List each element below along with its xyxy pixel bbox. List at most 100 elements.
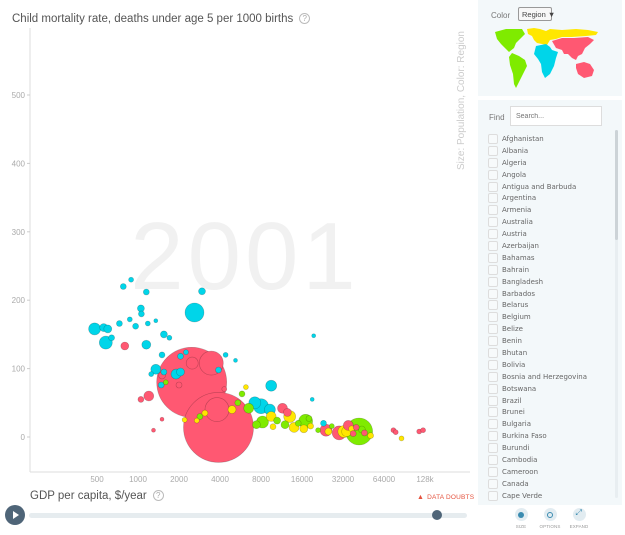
bubble-europe[interactable]: [269, 423, 277, 431]
color-select[interactable]: Region ▼: [518, 7, 555, 21]
expand-button[interactable]: ⤢ EXPAND: [564, 508, 594, 529]
bubble-asia[interactable]: [159, 416, 165, 422]
country-list-item[interactable]: Australia: [488, 216, 612, 228]
country-checkbox[interactable]: [488, 419, 498, 430]
country-checkbox[interactable]: [488, 169, 498, 180]
country-checkbox[interactable]: [488, 145, 498, 156]
bubble-africa[interactable]: [265, 379, 278, 392]
country-list-item[interactable]: Bhutan: [488, 347, 612, 359]
country-list-item[interactable]: Armenia: [488, 204, 612, 216]
country-list-item[interactable]: Cambodia: [488, 454, 612, 466]
bubble-asia[interactable]: [137, 396, 145, 403]
country-list-item[interactable]: Barbados: [488, 288, 612, 300]
bubble-asia[interactable]: [120, 341, 130, 351]
country-list-item[interactable]: Burundi: [488, 442, 612, 454]
data-doubts-link[interactable]: ▲ DATA DOUBTS: [417, 494, 474, 501]
bubble-africa[interactable]: [184, 302, 205, 323]
bubble-americas[interactable]: [315, 427, 321, 434]
search-input[interactable]: [510, 106, 602, 126]
bubble-africa[interactable]: [143, 288, 150, 296]
bubble-africa[interactable]: [320, 419, 327, 427]
country-list-item[interactable]: Cameroon: [488, 466, 612, 478]
country-list-item[interactable]: Burkina Faso: [488, 430, 612, 442]
country-list-item[interactable]: Bolivia: [488, 359, 612, 371]
map-region-americas[interactable]: [495, 29, 527, 88]
y-axis-title[interactable]: Child mortality rate, deaths under age 5…: [12, 13, 311, 25]
bubble-americas[interactable]: [196, 413, 204, 420]
bubble-africa[interactable]: [166, 334, 173, 341]
country-checkbox[interactable]: [488, 336, 498, 347]
bubble-africa[interactable]: [145, 320, 151, 327]
bubble-europe[interactable]: [324, 427, 333, 436]
country-list-item[interactable]: Brunei: [488, 406, 612, 418]
bubble-asia[interactable]: [349, 430, 357, 437]
bubble-europe[interactable]: [307, 422, 314, 430]
list-scrollbar[interactable]: [615, 130, 618, 240]
bubble-africa[interactable]: [88, 322, 101, 336]
bubble-americas[interactable]: [234, 399, 242, 407]
country-checkbox[interactable]: [488, 312, 498, 323]
bubble-africa[interactable]: [233, 358, 238, 363]
bubble-asia[interactable]: [204, 397, 230, 422]
bubble-asia[interactable]: [283, 408, 292, 417]
bubble-africa[interactable]: [138, 310, 145, 318]
country-list-item[interactable]: Benin: [488, 335, 612, 347]
bubble-africa[interactable]: [120, 283, 127, 290]
country-list-item[interactable]: Cape Verde: [488, 490, 612, 501]
country-list-item[interactable]: Brazil: [488, 395, 612, 407]
bubble-europe[interactable]: [265, 411, 277, 422]
country-checkbox[interactable]: [488, 133, 498, 144]
bubble-asia[interactable]: [392, 429, 399, 436]
timeline-handle[interactable]: [432, 510, 442, 520]
bubble-africa[interactable]: [141, 339, 152, 350]
country-list-item[interactable]: Austria: [488, 228, 612, 240]
bubble-africa[interactable]: [309, 397, 315, 402]
bubble-americas[interactable]: [305, 415, 313, 422]
bubble-africa[interactable]: [215, 366, 222, 374]
bubble-europe[interactable]: [299, 424, 309, 434]
bubble-africa[interactable]: [150, 363, 162, 375]
bubble-europe[interactable]: [181, 417, 188, 423]
bubble-asia[interactable]: [185, 356, 199, 370]
country-list-item[interactable]: Bulgaria: [488, 418, 612, 430]
bubble-africa[interactable]: [160, 330, 168, 339]
bubble-americas[interactable]: [243, 402, 254, 414]
bubble-africa[interactable]: [176, 367, 185, 377]
bubble-africa[interactable]: [158, 351, 166, 359]
country-list-item[interactable]: Bosnia and Herzegovina: [488, 371, 612, 383]
country-checkbox[interactable]: [488, 466, 498, 477]
bubble-asia[interactable]: [143, 390, 155, 402]
country-checkbox[interactable]: [488, 181, 498, 192]
country-list-item[interactable]: Canada: [488, 478, 612, 490]
bubble-asia[interactable]: [151, 427, 156, 433]
country-list-item[interactable]: Belarus: [488, 299, 612, 311]
country-checkbox[interactable]: [488, 454, 498, 465]
bubble-africa[interactable]: [153, 318, 159, 324]
country-list-item[interactable]: Algeria: [488, 157, 612, 169]
bubble-americas[interactable]: [280, 420, 290, 430]
bubble-europe[interactable]: [227, 405, 237, 414]
country-checkbox[interactable]: [488, 229, 498, 240]
bubble-africa[interactable]: [108, 334, 115, 342]
country-checkbox[interactable]: [488, 347, 498, 358]
country-list-item[interactable]: Albania: [488, 145, 612, 157]
bubble-americas[interactable]: [252, 420, 261, 430]
bubble-africa[interactable]: [128, 276, 134, 283]
bubble-americas[interactable]: [294, 419, 302, 427]
country-checkbox[interactable]: [488, 383, 498, 394]
country-checkbox[interactable]: [488, 431, 498, 442]
bubble-americas[interactable]: [273, 416, 281, 425]
bubble-africa[interactable]: [160, 368, 168, 376]
country-list-item[interactable]: Bahamas: [488, 252, 612, 264]
bubble-africa[interactable]: [183, 349, 189, 356]
country-list-item[interactable]: Belgium: [488, 311, 612, 323]
map-region-europe[interactable]: [527, 28, 598, 45]
bubble-europe[interactable]: [367, 432, 374, 439]
country-list-item[interactable]: Bangladesh: [488, 276, 612, 288]
country-list-item[interactable]: Bahrain: [488, 264, 612, 276]
options-button[interactable]: OPTIONS: [535, 508, 565, 529]
bubble-asia[interactable]: [352, 424, 360, 431]
bubble-europe[interactable]: [194, 417, 200, 424]
country-checkbox[interactable]: [488, 240, 498, 251]
country-checkbox[interactable]: [488, 443, 498, 454]
